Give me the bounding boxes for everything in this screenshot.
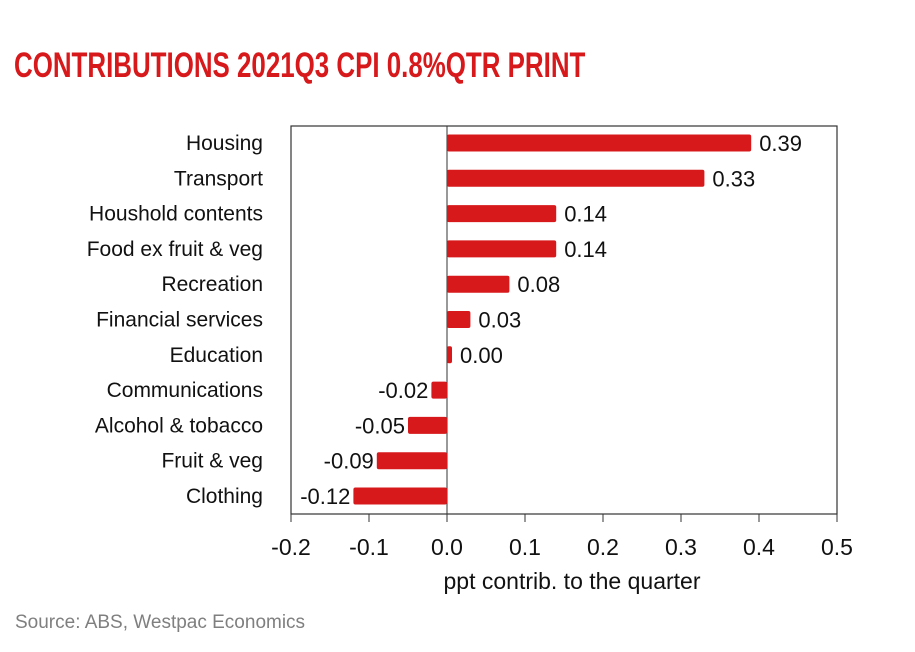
x-tick-label-4: 0.2 bbox=[587, 534, 619, 560]
category-label-1: Transport bbox=[174, 167, 263, 190]
x-tick-label-7: 0.5 bbox=[821, 534, 853, 560]
value-label-5: 0.03 bbox=[478, 308, 521, 333]
value-label-7: -0.02 bbox=[378, 378, 428, 403]
bar-3 bbox=[447, 240, 557, 258]
value-label-8: -0.05 bbox=[355, 413, 405, 438]
category-label-9: Fruit & veg bbox=[161, 450, 263, 473]
value-label-2: 0.14 bbox=[564, 202, 607, 227]
bar-4 bbox=[447, 275, 510, 293]
category-label-10: Clothing bbox=[186, 485, 263, 508]
category-label-7: Communications bbox=[107, 379, 263, 402]
category-label-8: Alcohol & tobacco bbox=[95, 414, 263, 437]
bar-2 bbox=[447, 205, 557, 223]
value-label-9: -0.09 bbox=[324, 449, 374, 474]
category-label-6: Education bbox=[170, 344, 263, 367]
category-label-3: Food ex fruit & veg bbox=[87, 238, 263, 261]
category-label-4: Recreation bbox=[161, 273, 263, 296]
x-tick-label-0: -0.2 bbox=[271, 534, 311, 560]
bar-7 bbox=[431, 381, 447, 399]
bar-8 bbox=[408, 416, 447, 434]
value-labels: 0.390.330.140.140.080.030.00-0.02-0.05-0… bbox=[300, 131, 802, 509]
bar-9 bbox=[376, 452, 447, 470]
bars-layer bbox=[353, 134, 752, 505]
bar-0 bbox=[447, 134, 752, 152]
category-label-2: Houshold contents bbox=[89, 203, 263, 226]
bar-6 bbox=[447, 346, 452, 364]
value-label-6: 0.00 bbox=[460, 343, 503, 368]
category-label-0: Housing bbox=[186, 132, 263, 155]
x-tick-label-6: 0.4 bbox=[743, 534, 775, 560]
x-tick-label-2: 0.0 bbox=[431, 534, 463, 560]
bar-5 bbox=[447, 311, 471, 328]
value-label-3: 0.14 bbox=[564, 237, 607, 262]
value-label-4: 0.08 bbox=[517, 272, 560, 297]
category-label-5: Financial services bbox=[96, 309, 263, 332]
value-label-10: -0.12 bbox=[300, 484, 350, 509]
source-note: Source: ABS, Westpac Economics bbox=[15, 612, 306, 633]
x-tick-label-3: 0.1 bbox=[509, 534, 541, 560]
value-label-1: 0.33 bbox=[712, 166, 755, 191]
x-axis-title: ppt contrib. to the quarter bbox=[444, 568, 701, 594]
x-tick-label-5: 0.3 bbox=[665, 534, 697, 560]
bar-10 bbox=[353, 487, 447, 505]
x-tick-label-1: -0.1 bbox=[349, 534, 389, 560]
chart-title: CONTRIBUTIONS 2021Q3 CPI 0.8%QTR PRINT bbox=[14, 46, 586, 85]
value-label-0: 0.39 bbox=[759, 131, 802, 156]
category-labels: Housing Transport Houshold contents Food ex… bbox=[87, 132, 263, 508]
x-axis-ticks: -0.2 -0.1 0.0 0.1 0.2 0.3 0.4 0.5 bbox=[271, 514, 853, 560]
plot-frame bbox=[290, 125, 838, 515]
bar-1 bbox=[447, 169, 705, 187]
